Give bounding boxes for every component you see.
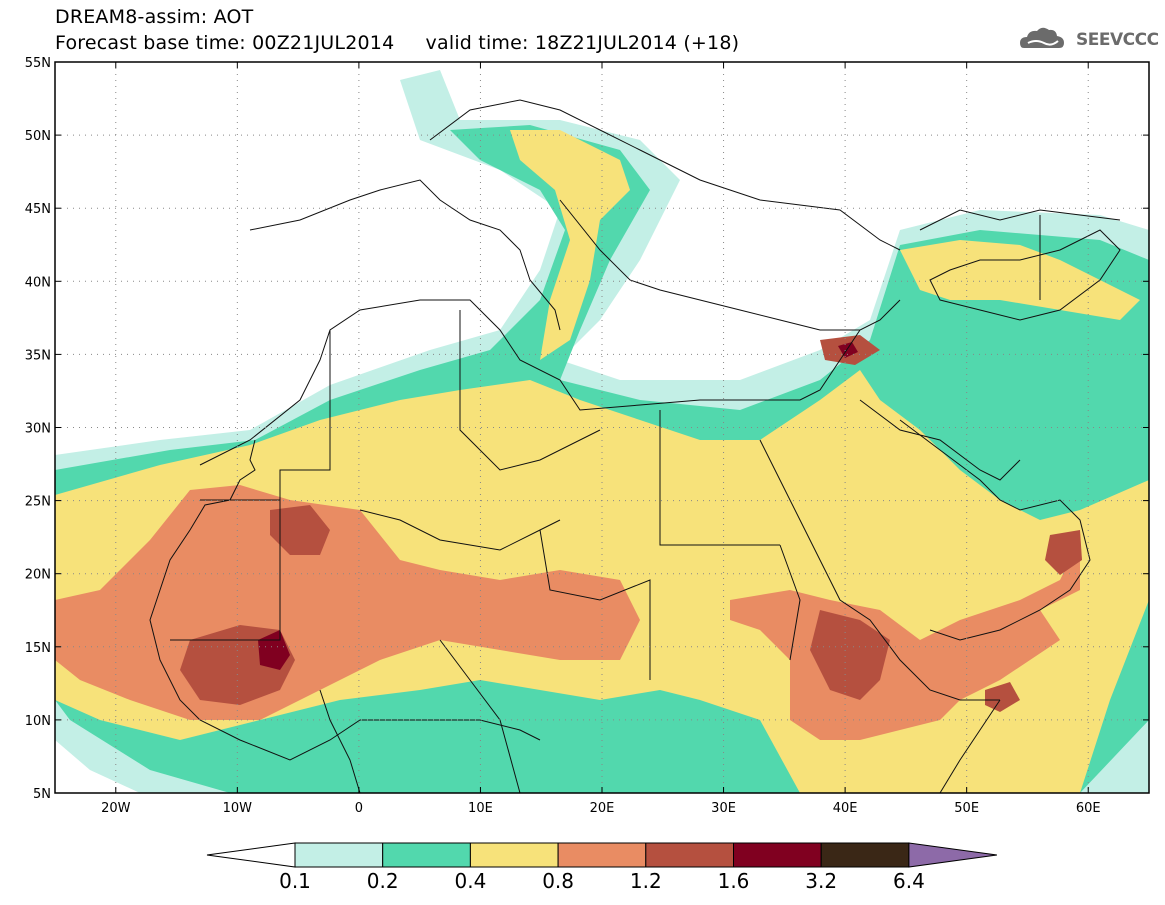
x-tick-label: 20W xyxy=(101,801,131,816)
colorbar-label: 1.6 xyxy=(718,869,750,893)
colorbar-box xyxy=(469,842,559,868)
colorbar-label: 3.2 xyxy=(805,869,837,893)
map-title: DREAM8-assim: AOT xyxy=(55,6,254,28)
y-tick-label: 10N xyxy=(25,714,51,729)
cloud-icon xyxy=(1020,27,1064,48)
colorbar-box xyxy=(645,842,734,868)
x-tick-label: 60E xyxy=(1076,801,1101,816)
y-tick-label: 30N xyxy=(25,422,51,437)
colorbar-label: 6.4 xyxy=(893,869,925,893)
colorbar-label: 0.1 xyxy=(279,869,311,893)
colorbar-box xyxy=(820,842,910,868)
forecast-times: Forecast base time: 00Z21JUL2014 valid t… xyxy=(55,32,740,54)
coastlines xyxy=(149,99,1121,793)
x-tick-label: 0 xyxy=(355,801,363,816)
colorbar-box xyxy=(294,842,384,868)
y-tick-label: 50N xyxy=(25,129,51,144)
x-tick-label: 40E xyxy=(833,801,858,816)
x-tick-label: 10W xyxy=(223,801,253,816)
colorbar-box xyxy=(733,842,822,868)
y-tick-label: 15N xyxy=(25,641,51,656)
colorbar-label: 1.2 xyxy=(630,869,662,893)
x-tick-label: 20E xyxy=(590,801,615,816)
y-tick-label: 20N xyxy=(25,568,51,583)
logo-text: SEEVCCC xyxy=(1076,30,1159,50)
y-tick-label: 25N xyxy=(25,495,51,510)
y-tick-label: 35N xyxy=(25,348,51,363)
y-tick-label: 5N xyxy=(33,787,51,802)
y-tick-label: 45N xyxy=(25,202,51,217)
x-tick-label: 10E xyxy=(468,801,493,816)
colorbar-label: 0.8 xyxy=(542,869,574,893)
axis-ticks: 20W 10W 0 10E 20E 30E 40E 50E 60E 55N 50N 45N 40N 35N… xyxy=(25,56,1149,816)
colorbar-box xyxy=(382,842,471,868)
y-tick-label: 55N xyxy=(25,56,51,71)
colorbar-box xyxy=(557,842,647,868)
colorbar-label: 0.4 xyxy=(454,869,486,893)
colorbar-label: 0.2 xyxy=(367,869,399,893)
x-tick-label: 50E xyxy=(954,801,979,816)
colorbar-low-arrow xyxy=(206,842,296,868)
y-tick-label: 40N xyxy=(25,275,51,290)
x-tick-label: 30E xyxy=(711,801,736,816)
colorbar-high-arrow xyxy=(908,842,997,868)
